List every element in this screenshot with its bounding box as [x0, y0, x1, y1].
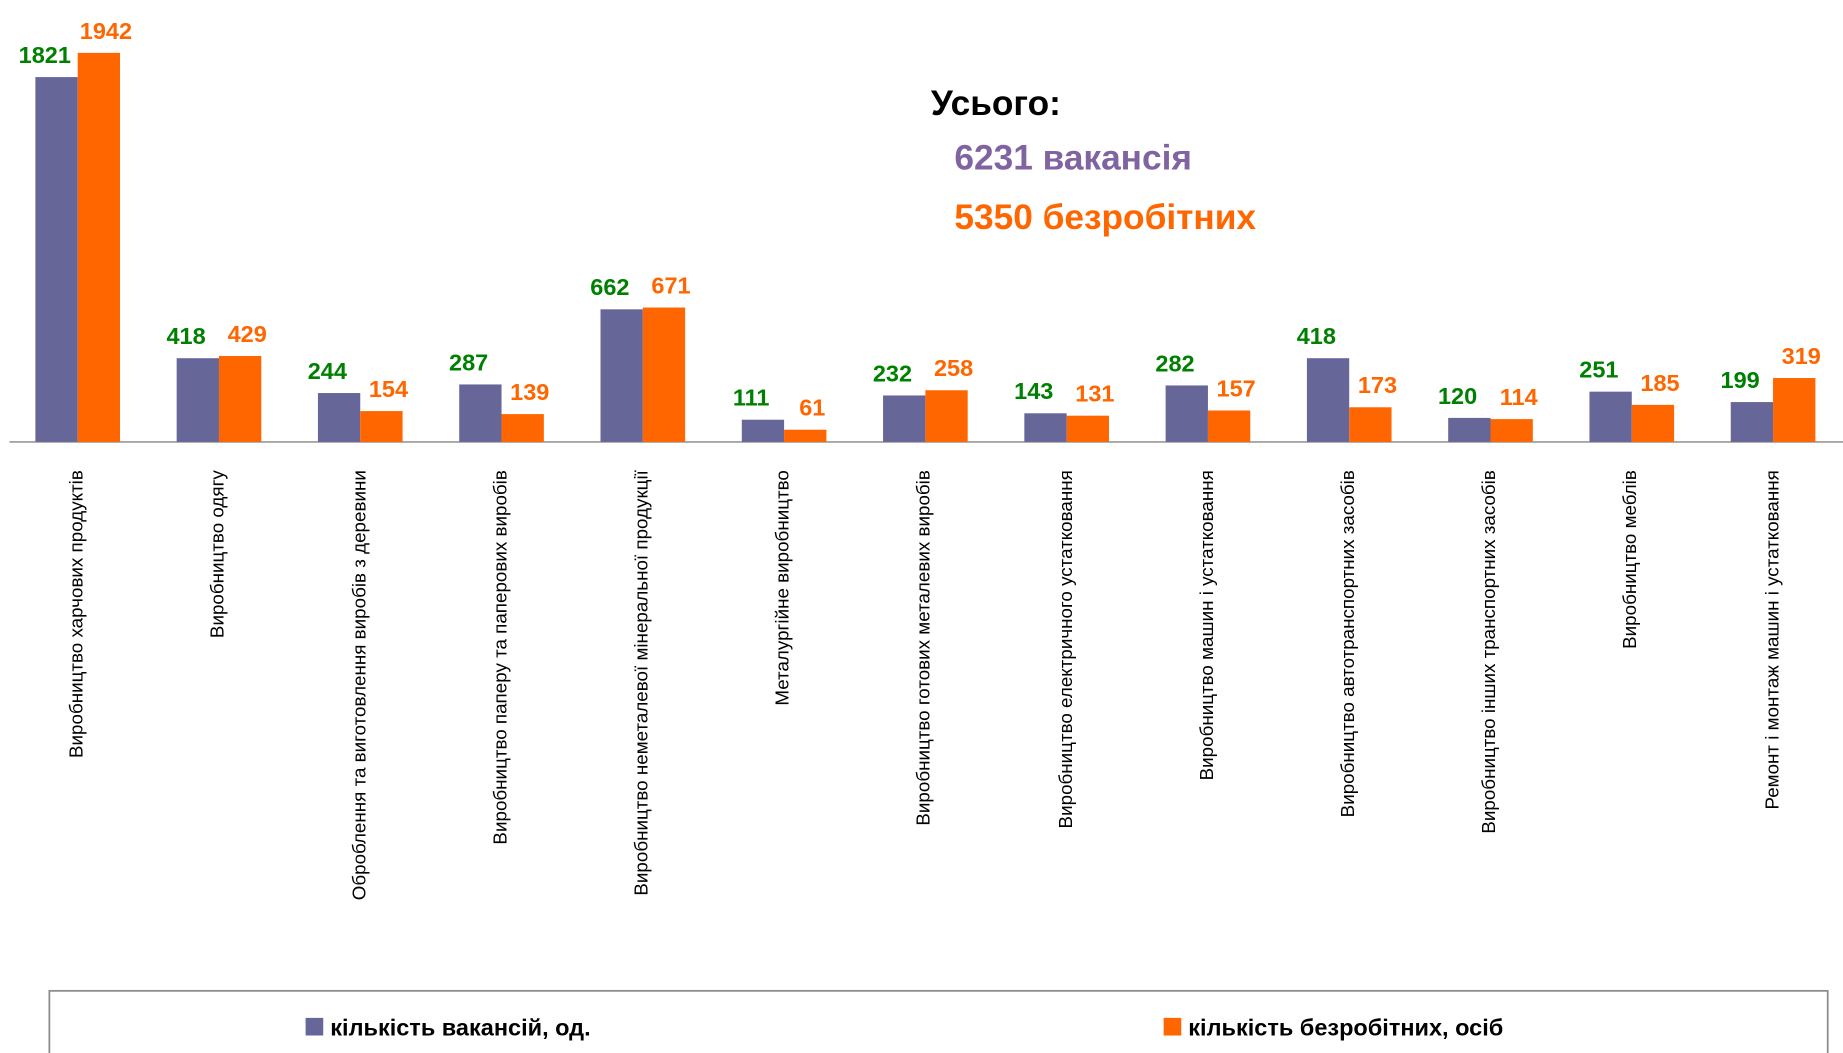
data-label: 1821 [19, 42, 71, 68]
bar [317, 393, 361, 442]
x-tick-label: Виробництво готових металевих виробів [914, 470, 935, 826]
x-tick-label-box: Виробництво автотранспортних засобів [1337, 470, 1361, 964]
bar [1165, 385, 1208, 442]
annotation: 5350 безробітних [954, 198, 1256, 237]
x-tick-label: Виробництво машин і устатковання [1197, 470, 1218, 781]
bar [77, 52, 121, 442]
data-label: 282 [1155, 350, 1194, 376]
x-tick-label: Виробництво інших транспортних засобів [1479, 470, 1500, 834]
data-label: 671 [651, 272, 690, 298]
x-tick-label: Виробництво електричного устатковання [1056, 470, 1077, 829]
annotation: 6231 вакансія [954, 138, 1192, 177]
data-label: 258 [934, 355, 973, 381]
data-label: 120 [1438, 383, 1477, 409]
x-tick-label: Виробництво паперу та паперових виробів [490, 470, 511, 845]
bar [925, 390, 968, 442]
bar [600, 309, 643, 442]
bar [784, 429, 827, 442]
bar [1448, 417, 1491, 442]
bar [1631, 404, 1675, 442]
bar [1490, 419, 1533, 442]
data-label: 154 [369, 376, 408, 402]
legend-box [48, 989, 1829, 1053]
bar [1730, 402, 1774, 442]
x-tick-label-box: Металургійне виробництво [772, 470, 796, 964]
data-label: 232 [873, 360, 912, 386]
bar [35, 77, 78, 442]
bar [642, 307, 686, 442]
bar [360, 411, 403, 442]
bar [883, 395, 926, 442]
data-label: 1942 [80, 18, 132, 44]
legend-swatch [1163, 1017, 1182, 1036]
x-tick-label: Виробництво меблів [1621, 470, 1642, 649]
x-tick-label: Виробництво автотранспортних засобів [1338, 470, 1359, 818]
bar [218, 355, 262, 442]
x-tick-label: Оброблення та виготовлення виробів з дер… [349, 470, 370, 901]
annotation: Усього: [931, 84, 1061, 123]
bar [741, 419, 785, 442]
x-tick-label: Ремонт і монтаж машин і устатковання [1762, 470, 1783, 810]
x-tick-label-box: Виробництво готових металевих виробів [914, 470, 938, 964]
bar [1024, 413, 1067, 442]
bar [1066, 415, 1109, 442]
data-label: 199 [1721, 367, 1760, 393]
bar [501, 414, 544, 442]
x-tick-label: Виробництво одягу [208, 470, 229, 639]
x-tick-label-box: Виробництво одягу [207, 470, 231, 964]
x-tick-label-box: Виробництво меблів [1620, 470, 1644, 964]
bar [176, 358, 219, 442]
x-tick-label-box: Виробництво електричного устатковання [1055, 470, 1079, 964]
x-tick-label-box: Оброблення та виготовлення виробів з дер… [349, 470, 373, 964]
data-label: 111 [733, 385, 770, 411]
bar [1207, 410, 1251, 442]
legend-label: кількість вакансій, од. [330, 1015, 590, 1041]
bar [1589, 391, 1632, 442]
legend-swatch [305, 1017, 324, 1036]
data-label: 429 [228, 321, 267, 347]
bar [1773, 378, 1816, 442]
bar [459, 384, 502, 442]
data-label: 418 [1297, 323, 1336, 349]
data-label: 287 [449, 349, 488, 375]
data-label: 319 [1782, 343, 1821, 369]
data-label: 157 [1217, 375, 1256, 401]
data-label: 173 [1358, 372, 1397, 398]
x-tick-label-box: Виробництво неметалевої мінеральної прод… [631, 470, 655, 964]
data-label: 251 [1579, 357, 1618, 383]
bar [1306, 358, 1350, 442]
x-tick-label-box: Виробництво машин і устатковання [1196, 470, 1220, 964]
data-label: 185 [1640, 370, 1679, 396]
data-label: 61 [799, 395, 825, 421]
data-label: 114 [1500, 384, 1538, 410]
data-label: 143 [1014, 378, 1053, 404]
data-label: 662 [590, 274, 629, 300]
data-label: 131 [1075, 381, 1114, 407]
x-tick-label-box: Виробництво харчових продуктів [66, 470, 90, 964]
x-tick-label-box: Виробництво паперу та паперових виробів [490, 470, 514, 964]
data-label: 139 [510, 379, 549, 405]
x-tick-label-box: Виробництво інших транспортних засобів [1479, 470, 1503, 964]
x-tick-label-box: Ремонт і монтаж машин і устатковання [1761, 470, 1785, 964]
data-label: 244 [308, 358, 347, 384]
legend-label: кількість безробітних, осіб [1188, 1015, 1503, 1041]
x-tick-label: Виробництво харчових продуктів [67, 470, 88, 758]
data-label: 418 [166, 323, 205, 349]
bar [1349, 407, 1392, 442]
x-tick-label: Виробництво неметалевої мінеральної прод… [632, 470, 653, 896]
x-tick-label: Металургійне виробництво [773, 470, 794, 706]
